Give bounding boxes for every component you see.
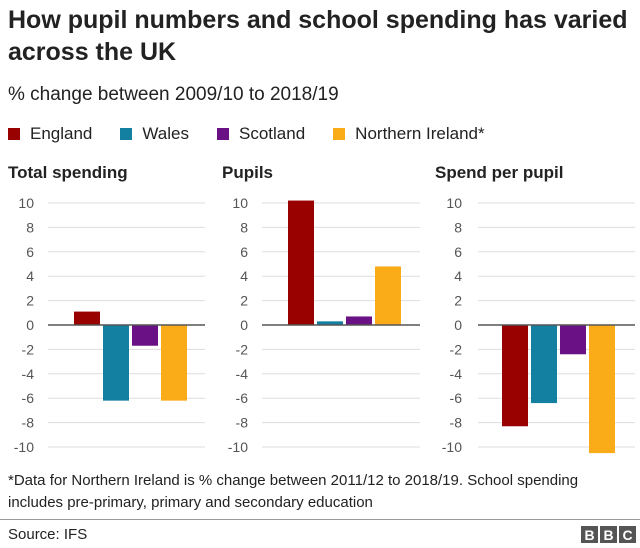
- y-tick-label: 2: [240, 293, 248, 309]
- legend-item-england: England: [8, 124, 92, 144]
- y-tick-label: 0: [26, 317, 34, 333]
- y-tick-label: 10: [232, 195, 248, 211]
- legend-item-wales: Wales: [120, 124, 189, 144]
- y-tick-label: 6: [26, 244, 34, 260]
- y-tick-label: 4: [26, 268, 34, 284]
- chart-title: How pupil numbers and school spending ha…: [8, 6, 628, 66]
- divider: [0, 519, 640, 520]
- legend-label: Wales: [142, 124, 189, 143]
- y-tick-label: -4: [450, 366, 463, 382]
- y-tick-label: -10: [14, 439, 34, 455]
- y-tick-label: -2: [236, 341, 249, 357]
- legend-swatch: [217, 128, 229, 140]
- footnote: *Data for Northern Ireland is % change b…: [8, 472, 579, 511]
- panel-title-spend-per-pupil: Spend per pupil: [435, 163, 564, 182]
- bar-england: [502, 325, 528, 427]
- y-tick-label: 8: [454, 219, 462, 235]
- bar-scotland: [346, 316, 372, 325]
- legend-label: England: [30, 124, 93, 143]
- panel-title-pupils: Pupils: [222, 163, 274, 182]
- legend: England Wales Scotland Northern Ireland*: [8, 124, 513, 144]
- y-tick-label: 6: [454, 244, 462, 260]
- y-tick-label: -6: [22, 390, 35, 406]
- legend-label: Northern Ireland*: [355, 124, 485, 143]
- y-tick-label: -10: [442, 439, 462, 455]
- bar-northern-ireland: [589, 325, 615, 454]
- bar-northern-ireland: [161, 325, 187, 401]
- legend-swatch: [333, 128, 346, 140]
- y-tick-label: 8: [26, 219, 34, 235]
- y-tick-label: 6: [240, 244, 248, 260]
- y-tick-label: 0: [240, 317, 248, 333]
- y-tick-label: 0: [454, 317, 462, 333]
- source: Source: IFS: [8, 526, 88, 543]
- legend-item-northern-ireland: Northern Ireland*: [333, 124, 485, 144]
- legend-swatch: [8, 128, 20, 140]
- y-tick-label: -4: [22, 366, 35, 382]
- y-tick-label: -2: [450, 341, 463, 357]
- y-tick-label: -6: [236, 390, 249, 406]
- y-tick-label: 2: [26, 293, 34, 309]
- y-tick-label: 2: [454, 293, 462, 309]
- bar-scotland: [132, 325, 158, 346]
- bar-northern-ireland: [375, 266, 401, 325]
- legend-item-scotland: Scotland: [217, 124, 305, 144]
- y-tick-label: -6: [450, 390, 463, 406]
- bar-wales: [317, 321, 343, 325]
- panel-title-total-spending: Total spending: [8, 163, 128, 182]
- chart-subtitle: % change between 2009/10 to 2018/19: [8, 84, 339, 105]
- y-tick-label: -2: [22, 341, 35, 357]
- y-tick-label: 4: [454, 268, 462, 284]
- bar-wales: [103, 325, 129, 401]
- y-tick-label: 10: [446, 195, 462, 211]
- bar-england: [288, 200, 314, 325]
- bar-wales: [531, 325, 557, 404]
- y-tick-label: -10: [228, 439, 248, 455]
- y-tick-label: -8: [22, 415, 35, 431]
- bar-england: [74, 311, 100, 325]
- y-tick-label: -8: [236, 415, 249, 431]
- y-tick-label: 8: [240, 219, 248, 235]
- y-tick-label: 10: [18, 195, 34, 211]
- legend-swatch: [120, 128, 133, 140]
- y-tick-label: -4: [236, 366, 249, 382]
- legend-label: Scotland: [239, 124, 306, 143]
- bar-scotland: [560, 325, 586, 355]
- y-tick-label: -8: [450, 415, 463, 431]
- y-tick-label: 4: [240, 268, 248, 284]
